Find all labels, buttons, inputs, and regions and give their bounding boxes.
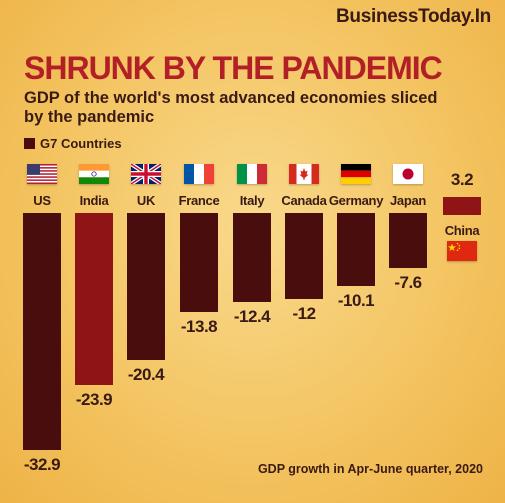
value-label: -12: [292, 304, 316, 324]
legend-label: G7 Countries: [40, 136, 122, 151]
category-label: India: [79, 193, 109, 208]
bar-italy: [233, 213, 271, 303]
category-label: China: [444, 223, 480, 238]
category-label: Japan: [389, 193, 427, 208]
bar-germany: [337, 213, 375, 286]
category-label: Italy: [239, 193, 265, 208]
germany-flag-icon: [341, 164, 371, 184]
brand-logo: BusinessToday.In: [336, 6, 491, 27]
italy-flag-icon: [237, 164, 267, 184]
france-flag-icon: [184, 164, 214, 184]
canada-flag-icon: [289, 164, 319, 184]
chart-title: SHRUNK BY THE PANDEMIC: [24, 50, 443, 86]
value-label: -12.4: [233, 307, 271, 327]
bar-uk: [127, 213, 165, 360]
legend: G7 Countries: [24, 136, 122, 151]
value-label: -13.8: [180, 317, 218, 337]
bar-india: [75, 213, 113, 386]
bar-canada: [285, 213, 323, 300]
bar-japan: [389, 213, 427, 268]
legend-swatch: [24, 138, 35, 149]
value-label: -7.6: [394, 272, 422, 292]
uk-flag-icon: [131, 164, 161, 184]
bar-us: [23, 213, 61, 450]
value-label: 3.2: [450, 170, 474, 189]
us-flag-icon: [27, 164, 57, 184]
bar-france: [180, 213, 218, 313]
japan-flag-icon: [393, 164, 423, 184]
category-label: France: [178, 193, 220, 208]
category-label: US: [33, 193, 51, 208]
bar-china: [443, 197, 481, 215]
chart-subtitle: GDP of the world's most advanced economi…: [24, 89, 438, 126]
india-flag-icon: [79, 164, 109, 184]
footnote: GDP growth in Apr-June quarter, 2020: [257, 462, 483, 476]
value-label: -20.4: [127, 364, 165, 384]
value-label: -10.1: [337, 290, 375, 310]
category-label: Canada: [281, 193, 327, 208]
china-flag-icon: [447, 241, 477, 261]
value-label: -32.9: [23, 454, 61, 474]
value-label: -23.9: [75, 390, 113, 410]
category-label: UK: [136, 193, 156, 208]
category-label: Germany: [328, 193, 384, 208]
